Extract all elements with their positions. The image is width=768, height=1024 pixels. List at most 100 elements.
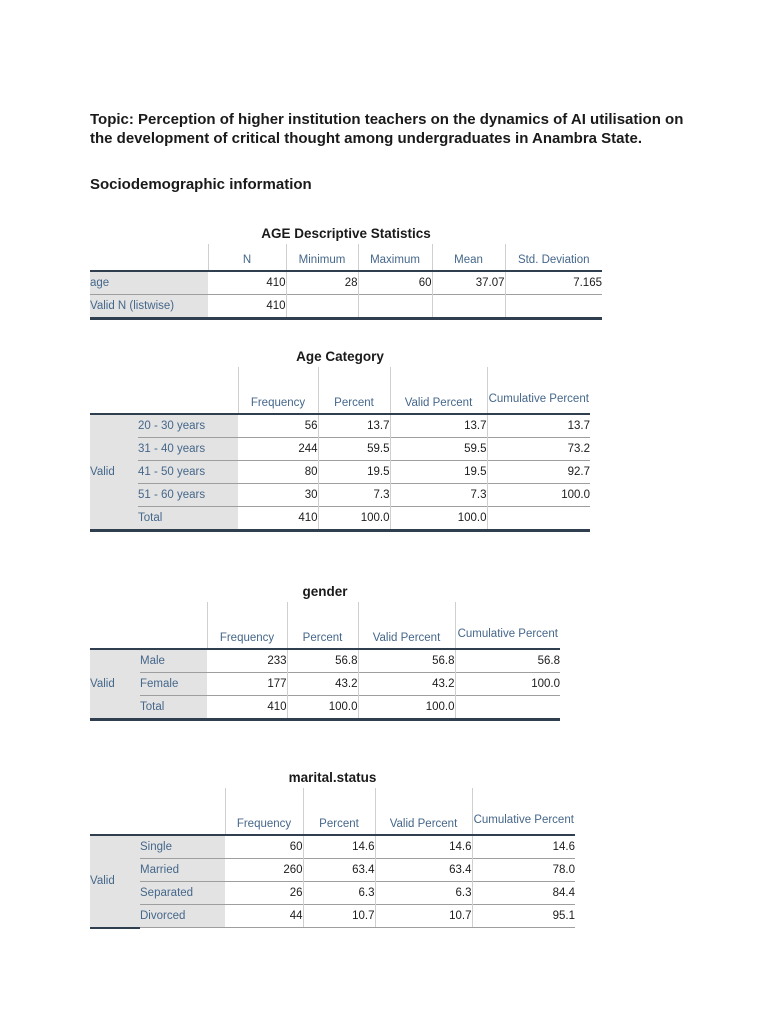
cell-value: 92.7 xyxy=(486,460,590,484)
cell-value: 43.2 xyxy=(286,672,358,696)
gender-header-row: Frequency Percent Valid Percent Cumulati… xyxy=(90,602,560,650)
table-row: age 410 28 60 37.07 7.165 xyxy=(90,271,602,295)
col-header-valid-percent: Valid Percent xyxy=(389,367,487,415)
row-label: 51 - 60 years xyxy=(138,483,238,507)
cell-value: 233 xyxy=(267,655,287,667)
topic-title: Topic: Perception of higher institution … xyxy=(90,111,684,147)
row-label: Married xyxy=(140,858,225,882)
col-header-valid-percent: Valid Percent xyxy=(374,788,472,836)
empty-stub-header xyxy=(90,788,225,836)
cell-value: 7.165 xyxy=(504,271,602,295)
descriptives-table: N Minimum Maximum Mean Std. Deviation ag… xyxy=(90,244,602,320)
col-header-cumulative-percent: Cumulative Percent xyxy=(486,367,590,415)
cell-value: 7.3 xyxy=(389,483,487,507)
table-row: 31 - 40 years 244 59.5 59.5 73.2 xyxy=(90,437,590,461)
cell-value: 244 xyxy=(238,437,318,461)
page-content: Topic: Perception of higher institution … xyxy=(90,0,768,929)
row-label: Separated xyxy=(140,881,225,905)
table-row: 51 - 60 years 30 7.3 7.3 100.0 xyxy=(90,483,590,507)
cell-value: 100.0 xyxy=(389,506,487,532)
cell-value: 100.0 xyxy=(454,672,560,696)
cell-value: 410 xyxy=(266,277,286,289)
cell-value: 13.7 xyxy=(317,414,390,438)
row-label: 31 - 40 years xyxy=(138,437,238,461)
cell-value: 100.0 xyxy=(486,483,590,507)
cell-value: 56.8 xyxy=(357,649,455,673)
col-header-std-deviation: Std. Deviation xyxy=(504,244,602,272)
col-header-maximum: Maximum xyxy=(357,244,432,272)
cell-value: 80 xyxy=(238,460,318,484)
cell-value: 177 xyxy=(207,672,287,696)
table-row: 41 - 50 years 80 19.5 19.5 92.7 xyxy=(90,460,590,484)
cell-value: 13.7 xyxy=(389,414,487,438)
cell-value: 260 xyxy=(225,858,303,882)
row-label: 41 - 50 years xyxy=(138,460,238,484)
row-label: Single xyxy=(140,835,225,859)
marital-status-table-block: marital.status Frequency Percent Valid P… xyxy=(90,770,575,929)
cell-value: 28 xyxy=(285,271,358,295)
cell-value: 410 xyxy=(207,695,287,721)
cell-value: 78.0 xyxy=(471,858,575,882)
cell-value: 73.2 xyxy=(486,437,590,461)
row-label: Female xyxy=(140,672,207,696)
table-row: Valid Single 60 14.6 14.6 14.6 xyxy=(90,835,575,929)
cell-value: 100.0 xyxy=(286,695,358,721)
cell-value: 100.0 xyxy=(317,506,390,532)
cell-value xyxy=(285,294,358,320)
cell-value: 60 xyxy=(357,271,432,295)
row-label: Divorced xyxy=(140,904,225,928)
row-label: age xyxy=(90,271,208,295)
cell-value: 43.2 xyxy=(357,672,455,696)
descriptives-header-row: N Minimum Maximum Mean Std. Deviation xyxy=(90,244,602,272)
empty-stub-header xyxy=(90,367,238,415)
table-row: Separated 26 6.3 6.3 84.4 xyxy=(90,881,575,905)
col-header-mean: Mean xyxy=(431,244,505,272)
cell-value xyxy=(357,294,432,320)
gender-table-title: gender xyxy=(302,584,348,599)
group-label: Valid xyxy=(90,835,140,929)
cell-value xyxy=(504,294,602,320)
cell-value: 26 xyxy=(225,881,303,905)
cell-value xyxy=(486,506,590,532)
section-heading: Sociodemographic information xyxy=(90,176,312,193)
cell-value: 37.07 xyxy=(431,271,505,295)
cell-value: 7.3 xyxy=(317,483,390,507)
table-row: Total 410 100.0 100.0 xyxy=(90,695,560,721)
cell-value: 84.4 xyxy=(471,881,575,905)
col-header-percent: Percent xyxy=(286,602,358,650)
row-label: 20 - 30 years xyxy=(138,414,238,438)
cell-value: 95.1 xyxy=(471,904,575,928)
empty-stub-header xyxy=(90,244,208,272)
table-row: Valid 20 - 30 years 56 13.7 13.7 13.7 xyxy=(90,414,590,532)
cell-value: 6.3 xyxy=(302,881,375,905)
cell-value: 63.4 xyxy=(302,858,375,882)
age-category-table-block: Age Category Frequency Percent Valid Per… xyxy=(90,349,590,532)
cell-value: 14.6 xyxy=(471,835,575,859)
cell-value: 56.8 xyxy=(454,649,560,673)
group-label: Valid xyxy=(90,414,138,532)
table-row: Valid N (listwise) 410 xyxy=(90,294,602,320)
col-header-cumulative-percent: Cumulative Percent xyxy=(471,788,575,836)
cell-value: 6.3 xyxy=(374,881,472,905)
col-header-n: N xyxy=(207,244,286,272)
cell-value: 19.5 xyxy=(317,460,390,484)
group-label: Valid xyxy=(90,649,140,721)
age-category-header-row: Frequency Percent Valid Percent Cumulati… xyxy=(90,367,590,415)
cell-value: 13.7 xyxy=(486,414,590,438)
marital-status-table-title: marital.status xyxy=(288,770,377,785)
cell-value xyxy=(431,294,505,320)
col-header-cumulative-percent: Cumulative Percent xyxy=(454,602,560,650)
table-row: Total 410 100.0 100.0 xyxy=(90,506,590,532)
cell-value: 100.0 xyxy=(357,695,455,721)
cell-value: 10.7 xyxy=(374,904,472,928)
col-header-percent: Percent xyxy=(317,367,390,415)
col-header-frequency: Frequency xyxy=(224,788,303,836)
cell-value: 410 xyxy=(208,294,286,320)
table-row: Divorced 44 10.7 10.7 95.1 xyxy=(90,904,575,928)
descriptives-table-block: AGE Descriptive Statistics N Minimum Max… xyxy=(90,226,602,320)
col-header-percent: Percent xyxy=(302,788,375,836)
table-row: Married 260 63.4 63.4 78.0 xyxy=(90,858,575,882)
table-row: Valid Male 233 56.8 56.8 56.8 xyxy=(90,649,560,721)
empty-stub-header xyxy=(90,602,207,650)
